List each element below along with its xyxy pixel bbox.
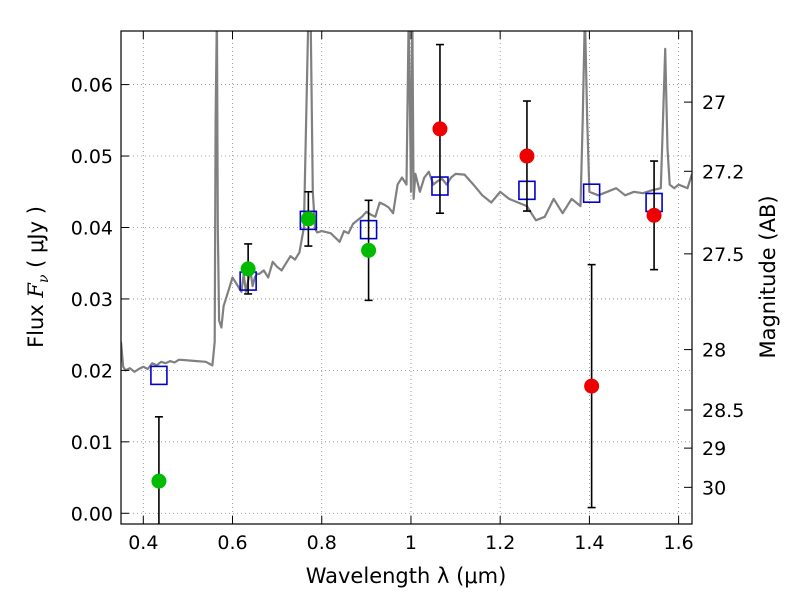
red-point bbox=[646, 207, 662, 223]
y2-tick-label: 29 bbox=[702, 438, 726, 460]
x-tick-label: 0.6 bbox=[217, 532, 247, 554]
y-axis-label-subscript: ν bbox=[36, 274, 52, 283]
x-tick-label: 1.4 bbox=[574, 532, 604, 554]
x-tick-label: 1.2 bbox=[485, 532, 515, 554]
green-point bbox=[151, 473, 167, 489]
model-square bbox=[582, 183, 601, 203]
red-point bbox=[519, 148, 535, 164]
y-tick-label: 0.00 bbox=[71, 503, 113, 525]
y-tick-label: 0.04 bbox=[71, 217, 113, 239]
y2-tick-label: 28.5 bbox=[702, 400, 744, 422]
y-axis-label: Flux Fν ( μJy ) bbox=[24, 206, 52, 348]
red-point bbox=[432, 121, 448, 137]
axis-ticks bbox=[121, 31, 692, 524]
photometry-points bbox=[151, 121, 662, 489]
x-tick-label: 1 bbox=[405, 532, 417, 554]
y-axis-label-symbol: F bbox=[24, 282, 48, 299]
green-point bbox=[240, 261, 256, 277]
y-tick-label: 0.01 bbox=[71, 432, 113, 454]
y2-tick-label: 27.2 bbox=[702, 161, 744, 183]
y2-tick-label: 28 bbox=[702, 340, 726, 362]
y-tick-label: 0.06 bbox=[71, 75, 113, 97]
y2-axis-label: Magnitude (AB) bbox=[756, 195, 780, 358]
spectrum-line bbox=[121, 31, 692, 373]
red-point bbox=[584, 378, 600, 394]
y2-tick-label: 30 bbox=[702, 477, 726, 499]
tick-labels: 0.4 0.6 0.8 1 1.2 1.4 1.6 0.00 0.01 0.02 0.03 0.04 0… bbox=[71, 75, 745, 554]
y-axis-label-units: ( μJy ) bbox=[24, 206, 48, 274]
spectrum-series bbox=[121, 31, 692, 373]
y2-tick-label: 27 bbox=[702, 92, 726, 114]
y2-tick-label: 27.5 bbox=[702, 244, 744, 266]
x-axis-label: Wavelength λ (μm) bbox=[306, 564, 507, 588]
model-square bbox=[150, 365, 168, 386]
y-axis-label-prefix: Flux bbox=[24, 298, 48, 348]
x-tick-label: 0.8 bbox=[307, 532, 337, 554]
y-tick-label: 0.03 bbox=[71, 289, 113, 311]
green-point bbox=[300, 211, 316, 227]
y-tick-label: 0.05 bbox=[71, 146, 113, 168]
green-point bbox=[361, 242, 377, 258]
x-tick-label: 1.6 bbox=[664, 532, 694, 554]
y-tick-label: 0.02 bbox=[71, 360, 113, 382]
x-tick-label: 0.4 bbox=[128, 532, 158, 554]
plot-frame bbox=[120, 30, 693, 525]
